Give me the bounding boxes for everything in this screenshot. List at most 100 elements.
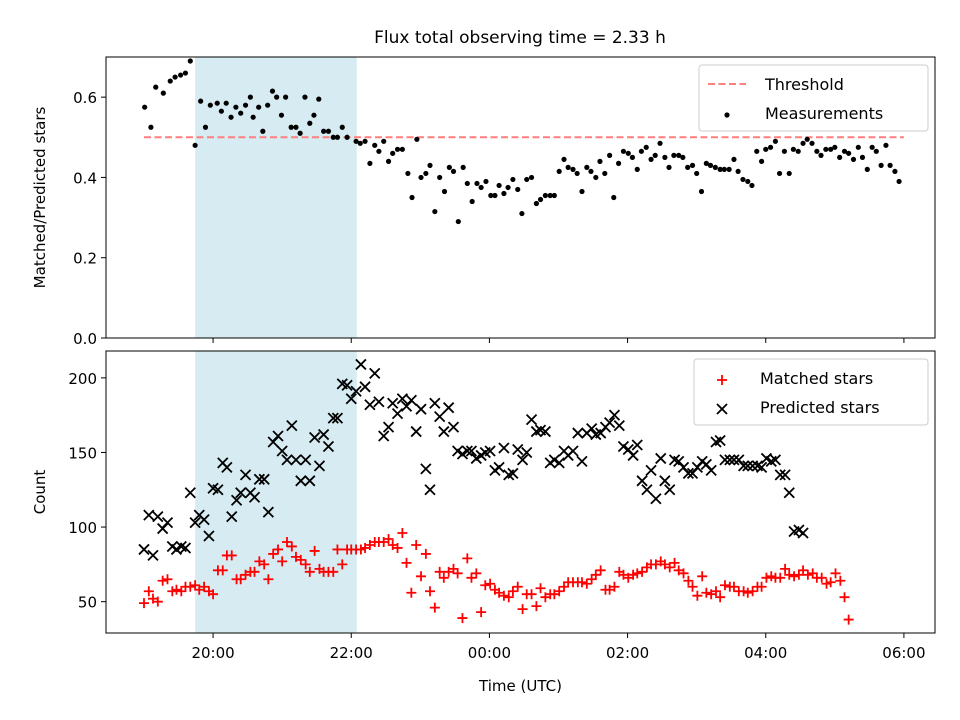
matched-point xyxy=(332,544,343,555)
matched-point xyxy=(420,548,431,559)
matched-point xyxy=(715,592,726,603)
measurement-point xyxy=(519,210,525,217)
measurement-point xyxy=(207,102,213,108)
measurement-point xyxy=(579,188,585,195)
measurement-point xyxy=(399,146,405,152)
predicted-point xyxy=(300,454,312,466)
measurement-point xyxy=(409,194,415,201)
matched-point xyxy=(687,581,698,592)
predicted-point xyxy=(498,442,510,454)
predicted-point xyxy=(226,510,238,523)
predicted-point xyxy=(714,434,726,447)
predicted-point xyxy=(447,421,460,433)
measurement-point xyxy=(588,168,594,175)
x-axis-label: Time (UTC) xyxy=(478,677,562,695)
measurement-point xyxy=(707,162,714,168)
matched-point xyxy=(476,607,487,618)
matched-point xyxy=(683,575,694,586)
matched-point xyxy=(162,574,173,585)
measurement-point xyxy=(883,142,889,148)
predicted-point xyxy=(262,506,274,518)
measurement-point xyxy=(460,164,466,170)
predicted-point xyxy=(728,454,740,466)
predicted-point xyxy=(586,422,598,435)
matched-point xyxy=(843,614,854,625)
measurement-point xyxy=(242,102,249,108)
measurement-point xyxy=(542,192,548,199)
matched-point xyxy=(434,566,445,577)
y-tick-label: 200 xyxy=(68,370,97,388)
measurement-point xyxy=(776,170,783,177)
measurement-point xyxy=(726,166,732,172)
measurement-point xyxy=(892,168,898,175)
measurement-point xyxy=(611,194,617,201)
predicted-point xyxy=(410,425,422,438)
predicted-point xyxy=(641,484,653,496)
matched-point xyxy=(157,575,168,586)
measurement-point xyxy=(362,138,368,144)
predicted-point xyxy=(434,411,446,423)
measurement-point xyxy=(376,148,382,154)
measurement-point xyxy=(256,104,262,110)
measurement-point xyxy=(570,166,576,172)
measurement-point xyxy=(330,134,336,140)
measurement-point xyxy=(740,176,746,183)
matched-point xyxy=(742,587,753,598)
measurement-point xyxy=(615,160,622,166)
matched-stars-series xyxy=(138,528,854,625)
measurements-series xyxy=(142,58,902,225)
matched-point xyxy=(457,613,468,624)
predicted-point xyxy=(152,510,164,523)
predicted-point xyxy=(645,464,657,477)
measurement-point xyxy=(643,144,649,150)
measurement-point xyxy=(172,74,178,80)
predicted-point xyxy=(364,399,376,411)
matched-point xyxy=(590,569,601,580)
measurement-point xyxy=(680,154,686,160)
measurement-point xyxy=(307,120,313,126)
predicted-point xyxy=(525,413,538,426)
measurement-point xyxy=(551,192,557,199)
measurement-point xyxy=(478,184,484,191)
matched-point xyxy=(438,572,449,583)
measurement-point xyxy=(214,100,220,106)
predicted-point xyxy=(742,460,754,472)
predicted-point xyxy=(369,367,381,380)
matched-point xyxy=(397,528,408,539)
measurement-point xyxy=(148,124,154,130)
measurement-point xyxy=(648,156,654,162)
measurement-point xyxy=(657,140,663,146)
measurement-point xyxy=(274,94,280,100)
measurement-point xyxy=(556,168,562,175)
highlight-span xyxy=(195,57,357,338)
measurement-point xyxy=(721,166,727,172)
matched-point xyxy=(664,562,675,573)
predicted-point xyxy=(373,396,385,408)
measurement-point xyxy=(385,158,392,164)
matched-point xyxy=(249,566,260,577)
y-axis-label: Matched/Predicted stars xyxy=(31,107,49,289)
matched-point xyxy=(784,569,795,580)
measurement-point xyxy=(676,152,682,158)
measurement-point xyxy=(283,94,289,100)
measurement-point xyxy=(818,152,824,158)
matched-point xyxy=(452,568,463,579)
matched-point xyxy=(669,557,680,568)
measurement-point xyxy=(238,110,244,116)
matched-point xyxy=(711,586,722,597)
predicted-point xyxy=(272,430,284,442)
measurement-point xyxy=(828,146,834,152)
measurement-point xyxy=(896,178,902,185)
measurement-point xyxy=(759,158,765,164)
y-tick-label: 100 xyxy=(68,519,97,537)
predicted-point xyxy=(655,452,667,465)
predicted-point xyxy=(755,461,768,474)
measurement-point xyxy=(316,96,322,102)
matched-point xyxy=(531,601,542,612)
measurement-point xyxy=(293,124,299,130)
legend: Matched stars Predicted stars xyxy=(693,358,929,426)
matched-point xyxy=(406,587,417,598)
matched-point xyxy=(171,584,182,595)
predicted-point xyxy=(438,425,450,438)
matched-point xyxy=(304,566,315,577)
